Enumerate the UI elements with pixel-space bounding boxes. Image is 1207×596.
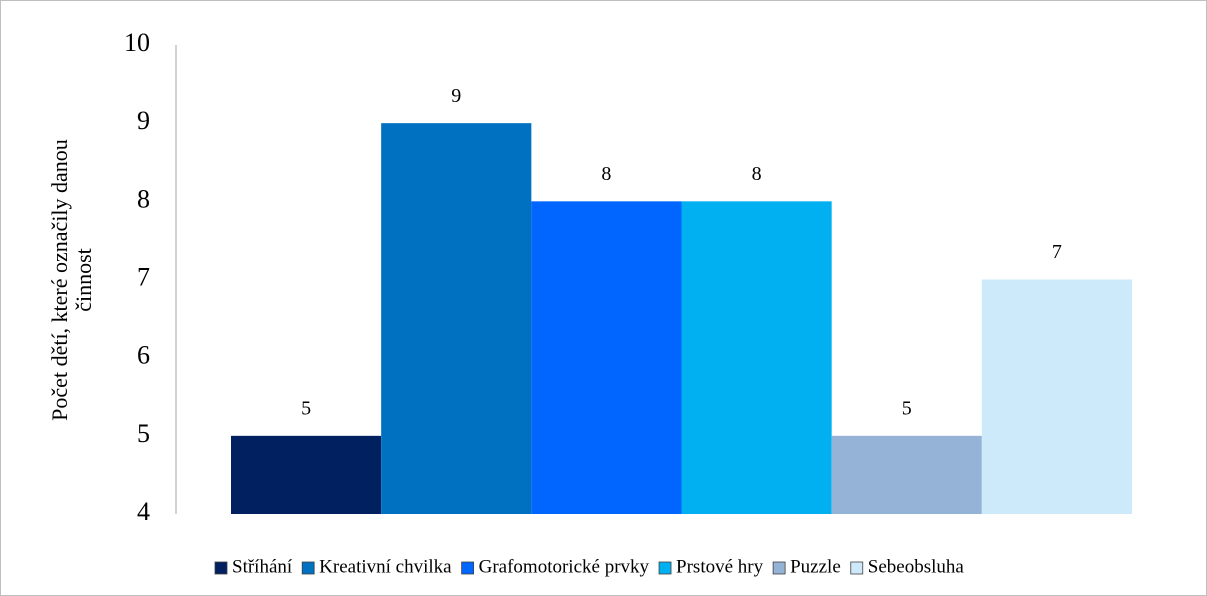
bar bbox=[831, 435, 982, 514]
legend-swatch bbox=[658, 561, 672, 575]
y-tick-label: 10 bbox=[124, 28, 150, 57]
legend-swatch bbox=[214, 561, 228, 575]
legend-swatch bbox=[850, 561, 864, 575]
data-label: 8 bbox=[601, 163, 611, 185]
bar bbox=[231, 435, 382, 514]
legend-swatch bbox=[772, 561, 786, 575]
legend-label: Prstové hry bbox=[676, 556, 764, 577]
legend-label: Puzzle bbox=[790, 556, 841, 577]
y-tick-label: 6 bbox=[137, 341, 150, 370]
y-tick-label: 8 bbox=[137, 184, 150, 213]
bar bbox=[531, 201, 682, 515]
bar bbox=[681, 201, 832, 515]
y-axis-label: Počet dětí, které označily danou bbox=[47, 139, 72, 421]
legend-label: Stříhání bbox=[232, 556, 293, 577]
bar bbox=[381, 123, 532, 515]
y-tick-label: 9 bbox=[137, 106, 150, 135]
legend-label: Grafomotorické prvky bbox=[479, 556, 650, 577]
data-label: 9 bbox=[451, 85, 461, 107]
legend-label: Kreativní chvilka bbox=[319, 556, 452, 577]
data-label: 7 bbox=[1052, 241, 1062, 263]
legend-swatch bbox=[301, 561, 315, 575]
y-tick-label: 7 bbox=[137, 262, 150, 291]
data-label: 5 bbox=[902, 397, 912, 419]
y-tick-label: 5 bbox=[137, 419, 150, 448]
y-axis-label: činnost bbox=[71, 248, 96, 312]
data-label: 8 bbox=[752, 163, 762, 185]
legend-swatch bbox=[461, 561, 475, 575]
legend-label: Sebeobsluha bbox=[868, 556, 965, 577]
y-tick-label: 4 bbox=[137, 497, 150, 526]
bar bbox=[981, 279, 1132, 514]
data-label: 5 bbox=[301, 397, 311, 419]
